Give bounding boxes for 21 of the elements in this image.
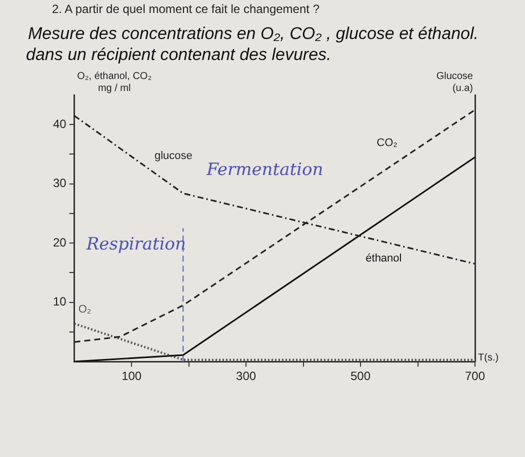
y2-axis-title: Glucose (u.a) — [436, 71, 474, 94]
x-tick-label: 700 — [464, 369, 486, 384]
series-label: CO₂ — [376, 136, 398, 149]
y-axis-title: O₂, éthanol, CO₂ mg / ml — [77, 71, 152, 94]
series-label: glucose — [154, 150, 192, 162]
x-tick-label: 500 — [350, 369, 371, 384]
x-tick-label: 100 — [122, 369, 142, 384]
series-label: O₂ — [78, 304, 92, 316]
line-series — [74, 109, 475, 343]
y-tick-label: 20 — [52, 235, 67, 250]
y-tick-label: 40 — [52, 116, 67, 131]
annotation: Fermentation — [206, 160, 324, 180]
y-tick-label: 30 — [52, 176, 67, 190]
x-tick-label: 300 — [236, 369, 256, 384]
y-tick-label: 10 — [52, 294, 67, 309]
series-label: éthanol — [366, 252, 402, 264]
chart-subtitle: dans un récipient contenant des levures. — [25, 44, 332, 65]
x-axis-title: T(s.) — [478, 352, 499, 364]
text: 2. A partir de quel moment ce fait le changement ? — [51, 1, 320, 18]
annotation: Respiration — [85, 234, 186, 255]
chart-title: Mesure des concentrations en O₂, CO₂ , glucose et éthanol. — [27, 23, 480, 44]
